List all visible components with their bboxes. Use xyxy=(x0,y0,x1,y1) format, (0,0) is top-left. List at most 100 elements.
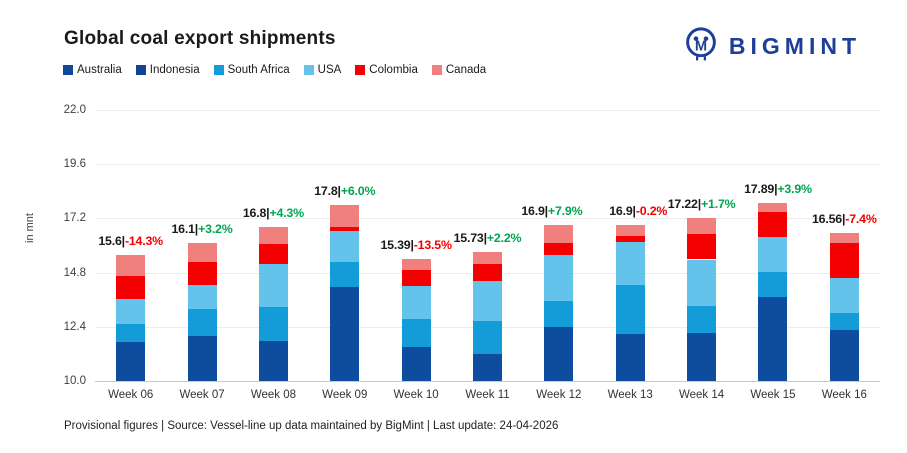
bar-segment-usa xyxy=(116,299,146,324)
bar-segment-australia-indonesia xyxy=(401,347,431,381)
source-note: Provisional figures | Source: Vessel-lin… xyxy=(64,420,559,432)
page-title: Global coal export shipments xyxy=(64,28,336,49)
brand-name: BIGMINT xyxy=(728,33,861,59)
x-axis-tick: Week 10 xyxy=(393,389,439,401)
bar-segment-canada xyxy=(544,225,574,243)
bar-segment-canada xyxy=(687,217,717,234)
legend-item-indonesia: Indonesia xyxy=(135,64,200,76)
bar-segment-usa xyxy=(687,259,717,307)
bar-segment-australia-indonesia xyxy=(473,354,502,381)
x-axis-tick: Week 09 xyxy=(322,389,368,401)
bar-segment-canada xyxy=(330,204,360,227)
bar-segment-australia-indonesia xyxy=(758,297,788,381)
x-axis-tick: Week 14 xyxy=(678,389,725,401)
bar-total-value: 16.8| xyxy=(242,206,270,221)
bar-pct-change: +6.0% xyxy=(340,183,376,198)
bar-segment-south-africa xyxy=(401,318,431,348)
bar-segment-colombia xyxy=(401,270,431,287)
legend-label: USA xyxy=(317,64,342,76)
bar-segment-australia-indonesia xyxy=(829,329,859,381)
bar-segment-australia-indonesia xyxy=(687,332,717,381)
legend-item-usa: USA xyxy=(303,64,342,76)
bar-segment-usa xyxy=(187,285,217,309)
bar-segment-colombia xyxy=(187,262,217,286)
bar-segment-usa xyxy=(615,242,645,286)
bar-segment-south-africa xyxy=(615,285,645,335)
bar-segment-canada xyxy=(758,202,788,213)
bar-segment-colombia xyxy=(544,243,574,256)
bar-segment-australia-indonesia xyxy=(187,336,217,381)
bar-total-value: 16.1| xyxy=(171,222,199,237)
bar-segment-south-africa xyxy=(473,320,502,355)
x-axis-tick: Week 16 xyxy=(821,389,867,401)
bar-segment-colombia xyxy=(330,226,360,231)
bar-total-label: 15.39|-13.5% xyxy=(380,238,452,253)
bar-segment-south-africa xyxy=(758,271,788,298)
bar-segment-australia-indonesia xyxy=(258,341,288,381)
bar-segment-usa xyxy=(401,286,431,319)
gridline xyxy=(95,218,880,220)
x-axis-tick: Week 11 xyxy=(465,389,510,401)
bar-segment-south-africa xyxy=(330,262,360,288)
bar-total-label: 16.9|+7.9% xyxy=(521,204,582,218)
bar-total-value: 17.22| xyxy=(667,196,701,211)
bar-segment-colombia xyxy=(615,235,645,243)
bar-total-label: 17.8|+6.0% xyxy=(314,184,375,198)
chart-legend: Australia Indonesia South Africa USA Colombi… xyxy=(63,64,486,76)
legend-item-south-africa: South Africa xyxy=(213,64,290,76)
bar-total-label: 15.73|+2.2% xyxy=(454,231,522,245)
bar-segment-usa xyxy=(473,280,502,321)
legend-swatch-icon xyxy=(303,65,314,75)
bar-segment-canada xyxy=(187,243,217,263)
bar-pct-change: +2.2% xyxy=(486,230,522,245)
bar-segment-canada xyxy=(401,259,431,271)
bar-pct-change: -13.5% xyxy=(413,238,452,253)
bar-total-value: 15.73| xyxy=(453,230,487,245)
bar-total-label: 16.8|+4.3% xyxy=(243,206,304,220)
bar-total-value: 17.8| xyxy=(314,183,341,198)
bar-pct-change: +1.7% xyxy=(700,196,736,211)
bar-pct-change: +7.9% xyxy=(547,204,583,219)
bar-total-value: 17.89| xyxy=(744,181,778,196)
legend-item-australia: Australia xyxy=(63,64,122,76)
y-axis-tick: 10.0 xyxy=(63,375,86,387)
bar-segment-south-africa xyxy=(829,312,859,330)
gridline xyxy=(95,381,880,382)
bar-pct-change: +3.2% xyxy=(198,222,233,237)
bar-segment-australia-indonesia xyxy=(544,326,574,381)
bar-total-label: 16.9|-0.2% xyxy=(609,204,667,218)
bar-segment-south-africa xyxy=(544,301,574,327)
gridline xyxy=(95,110,880,111)
bigmint-mascot-icon: M xyxy=(682,24,720,69)
bar-pct-change: -0.2% xyxy=(635,204,668,219)
y-axis-title: in mnt xyxy=(24,213,36,243)
legend-swatch-icon xyxy=(431,65,442,75)
bar-segment-australia-indonesia xyxy=(116,342,146,381)
bar-total-label: 16.1|+3.2% xyxy=(171,222,232,236)
bar-segment-canada xyxy=(615,225,645,236)
y-axis-tick: 22.0 xyxy=(63,104,86,116)
legend-swatch-icon xyxy=(355,65,366,75)
bar-segment-usa xyxy=(544,255,574,302)
bar-segment-canada xyxy=(829,232,859,243)
bar-pct-change: +3.9% xyxy=(777,181,812,196)
bar-segment-australia-indonesia xyxy=(615,334,645,381)
bar-segment-usa xyxy=(258,263,288,308)
bar-segment-canada xyxy=(116,254,146,276)
legend-item-canada: Canada xyxy=(431,64,486,76)
legend-item-colombia: Colombia xyxy=(355,64,418,76)
bar-segment-usa xyxy=(758,236,788,272)
x-axis-tick: Week 12 xyxy=(536,389,582,401)
bar-total-label: 15.6|-14.3% xyxy=(98,234,163,248)
bar-pct-change: +4.3% xyxy=(269,206,304,221)
svg-text:M: M xyxy=(695,38,707,54)
bar-segment-colombia xyxy=(829,243,859,278)
bar-total-value: 16.9| xyxy=(609,204,636,219)
bar-total-label: 17.89|+3.9% xyxy=(744,182,812,196)
x-axis-tick: Week 15 xyxy=(750,389,796,401)
bar-total-label: 17.22|+1.7% xyxy=(668,197,736,211)
x-axis-tick: Week 08 xyxy=(250,389,296,401)
bar-segment-colombia xyxy=(258,244,288,264)
